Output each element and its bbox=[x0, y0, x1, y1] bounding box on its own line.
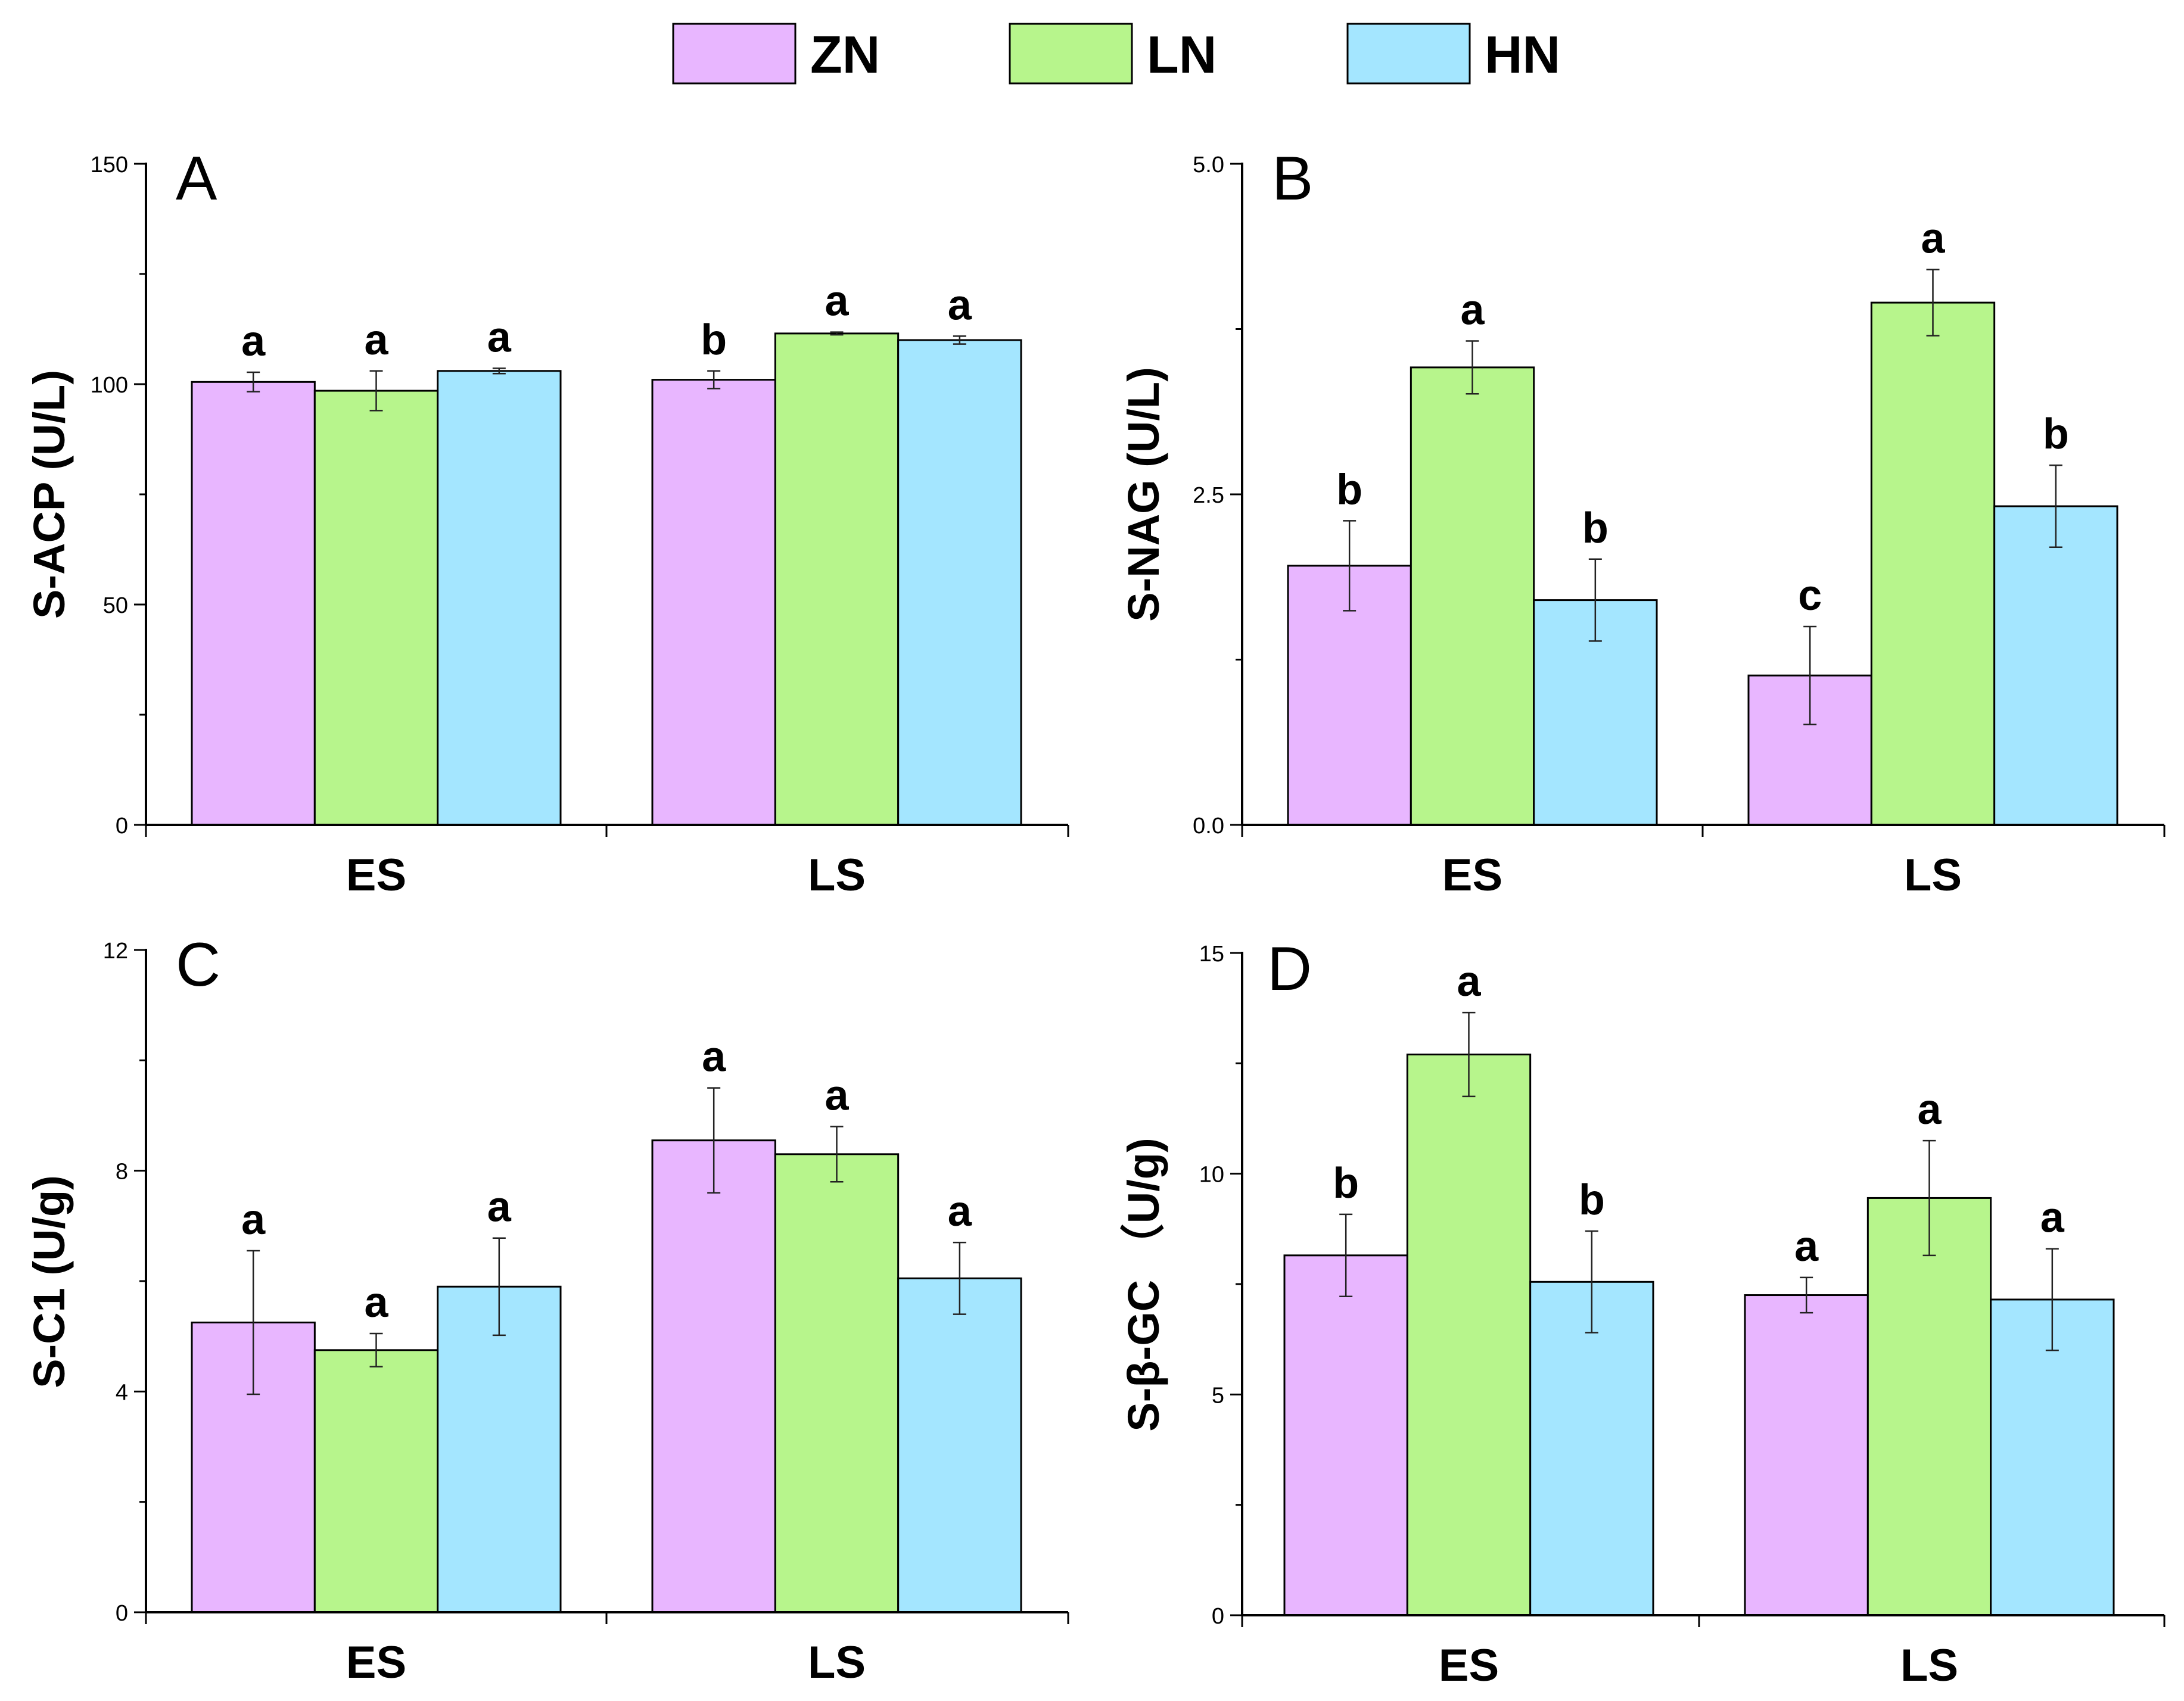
panel-a: a a a ES b a a LS 0 50 100 150 A S-ACP (U/L) bbox=[24, 144, 1069, 901]
bar-d-ls-zn bbox=[1744, 1294, 1869, 1616]
y-tick-label-d: 5 bbox=[1212, 1383, 1224, 1408]
sig-label-c-ls-zn: a bbox=[702, 1033, 726, 1081]
x-category-label-a-es: ES bbox=[346, 850, 406, 901]
panel-b: b a b ES c a b LS 0.0 2.5 5.0 B S-NAG (U/L) bbox=[1119, 144, 2166, 901]
bar-d-es-zn bbox=[1283, 1254, 1408, 1616]
sig-label-c-ls-hn: a bbox=[948, 1188, 972, 1235]
y-tick-label-c: 8 bbox=[116, 1160, 128, 1185]
bar-d-ls-ln bbox=[1866, 1197, 1992, 1616]
x-category-label-d-ls: LS bbox=[1900, 1640, 1958, 1691]
bar-c-ls-hn bbox=[897, 1277, 1022, 1613]
sig-label-d-es-ln: a bbox=[1457, 958, 1481, 1005]
sig-label-a-es-ln: a bbox=[364, 316, 388, 364]
sig-label-c-es-zn: a bbox=[241, 1196, 266, 1244]
sig-label-a-ls-zn: b bbox=[701, 316, 727, 364]
sig-label-b-es-ln: a bbox=[1460, 286, 1485, 334]
sig-label-c-es-hn: a bbox=[487, 1183, 512, 1231]
sig-label-a-ls-ln: a bbox=[825, 278, 849, 325]
bar-c-ls-zn bbox=[651, 1139, 776, 1613]
y-tick-label-b: 2.5 bbox=[1193, 483, 1224, 508]
sig-label-d-es-hn: b bbox=[1579, 1176, 1605, 1224]
legend-swatch-hn bbox=[1346, 23, 1471, 85]
sig-label-d-ls-zn: a bbox=[1794, 1223, 1819, 1270]
y-tick-label-a: 0 bbox=[116, 814, 128, 839]
sig-label-d-ls-hn: a bbox=[2040, 1194, 2065, 1242]
panel-letter-b: B bbox=[1272, 144, 1313, 213]
bar-c-es-ln bbox=[313, 1349, 439, 1613]
sig-label-b-ls-zn: c bbox=[1798, 572, 1822, 619]
bar-b-ls-ln bbox=[1870, 301, 1996, 826]
bar-d-es-ln bbox=[1406, 1054, 1532, 1616]
bar-b-es-ln bbox=[1410, 366, 1535, 826]
sig-label-b-ls-ln: a bbox=[1921, 215, 1945, 263]
y-tick-label-a: 100 bbox=[91, 373, 128, 398]
y-tick-label-c: 12 bbox=[103, 939, 128, 964]
sig-label-b-es-zn: b bbox=[1336, 466, 1362, 513]
sig-label-a-ls-hn: a bbox=[948, 281, 972, 329]
legend-label-zn: ZN bbox=[810, 25, 880, 84]
panel-c: a a a ES a a a LS 0 4 8 12 C S-C1 (U/g) bbox=[24, 930, 1069, 1688]
panel-d: b a b ES a a a LS 0 5 10 15 D S-β-GC （U/g) bbox=[1119, 934, 2166, 1691]
bar-a-ls-zn bbox=[651, 379, 776, 826]
x-category-label-c-es: ES bbox=[346, 1637, 406, 1688]
legend: ZN LN HN bbox=[672, 23, 1560, 85]
y-tick-label-d: 15 bbox=[1199, 942, 1224, 967]
legend-label-hn: HN bbox=[1485, 25, 1560, 84]
y-tick-label-b: 5.0 bbox=[1193, 152, 1224, 177]
x-category-label-b-ls: LS bbox=[1904, 850, 1962, 901]
y-tick-label-a: 50 bbox=[103, 593, 128, 618]
y-tick-label-c: 4 bbox=[116, 1380, 128, 1405]
legend-swatch-zn bbox=[672, 23, 797, 85]
bar-c-ls-ln bbox=[774, 1153, 900, 1613]
sig-label-c-ls-ln: a bbox=[825, 1072, 849, 1120]
y-tick-label-d: 0 bbox=[1212, 1604, 1224, 1629]
y-axis-title-c: S-C1 (U/g) bbox=[24, 1175, 74, 1388]
sig-label-b-es-hn: b bbox=[1582, 504, 1609, 552]
x-category-label-d-es: ES bbox=[1439, 1640, 1499, 1691]
sig-label-b-ls-hn: b bbox=[2043, 410, 2069, 458]
y-axis-title-a: S-ACP (U/L) bbox=[24, 370, 74, 619]
y-axis-title-d: S-β-GC （U/g) bbox=[1119, 1138, 1168, 1431]
panel-letter-a: A bbox=[176, 144, 217, 213]
x-category-label-c-ls: LS bbox=[808, 1637, 866, 1688]
bar-a-es-ln bbox=[313, 390, 439, 826]
sig-label-d-es-zn: b bbox=[1333, 1160, 1359, 1207]
y-tick-label-d: 10 bbox=[1199, 1163, 1224, 1188]
legend-swatch-ln bbox=[1009, 23, 1133, 85]
bar-a-ls-ln bbox=[774, 332, 900, 826]
bar-c-es-hn bbox=[437, 1285, 562, 1613]
x-category-label-b-es: ES bbox=[1442, 850, 1502, 901]
legend-label-ln: LN bbox=[1147, 25, 1217, 84]
sig-label-c-es-ln: a bbox=[364, 1279, 388, 1326]
y-tick-label-c: 0 bbox=[116, 1601, 128, 1626]
bar-a-es-zn bbox=[191, 381, 316, 826]
sig-label-a-es-hn: a bbox=[487, 313, 512, 361]
y-axis-title-b: S-NAG (U/L) bbox=[1119, 367, 1168, 622]
bar-d-ls-hn bbox=[1990, 1298, 2115, 1616]
bar-b-ls-hn bbox=[1993, 505, 2118, 826]
x-category-label-a-ls: LS bbox=[808, 850, 866, 901]
bar-a-es-hn bbox=[437, 370, 562, 826]
y-tick-label-b: 0.0 bbox=[1193, 814, 1224, 839]
sig-label-a-es-zn: a bbox=[241, 317, 266, 365]
panel-letter-c: C bbox=[176, 930, 220, 999]
sig-label-d-ls-ln: a bbox=[1917, 1086, 1942, 1133]
panel-letter-d: D bbox=[1267, 934, 1312, 1004]
y-tick-label-a: 150 bbox=[91, 152, 128, 177]
bar-a-ls-hn bbox=[897, 339, 1022, 826]
